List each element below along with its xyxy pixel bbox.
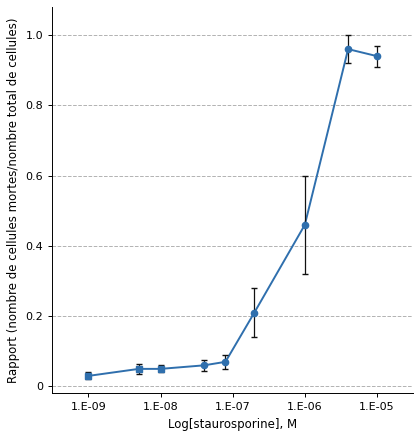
X-axis label: Log[staurosporine], M: Log[staurosporine], M — [168, 418, 297, 431]
Y-axis label: Rapport (nombre de cellules mortes/nombre total de cellules): Rapport (nombre de cellules mortes/nombr… — [7, 18, 20, 383]
